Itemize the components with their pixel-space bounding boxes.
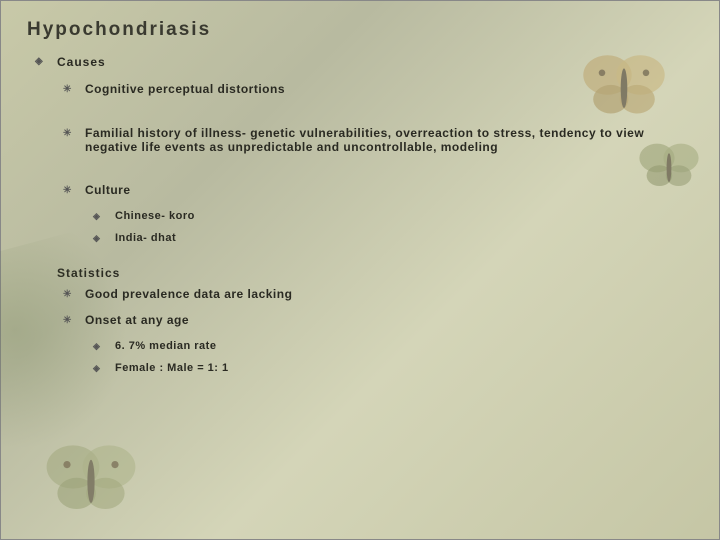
list-item: Good prevalence data are lacking [85,288,689,302]
list-item: Chinese- koro [115,210,689,222]
list-item: Cognitive perceptual distortions [85,83,689,97]
list-item: Female : Male = 1: 1 [115,362,689,374]
section-heading-causes: Causes [57,55,689,69]
list-item: 6. 7% median rate [115,340,689,352]
butterfly-icon [31,429,151,529]
page-title: Hypochondriasis [1,1,719,41]
list-item: Culture [85,184,689,198]
content-area: Causes Cognitive perceptual distortions … [1,41,719,374]
list-item: Familial history of illness- genetic vul… [85,127,689,155]
list-item: India- dhat [115,232,689,244]
section-heading-statistics: Statistics [57,266,689,280]
list-item: Onset at any age [85,314,689,328]
